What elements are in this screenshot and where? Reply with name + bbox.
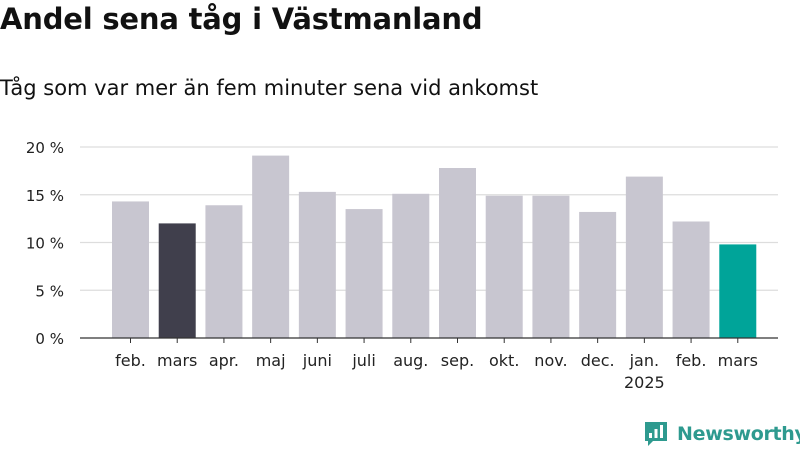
bars [112, 155, 757, 338]
x-tick-label: feb. [676, 351, 707, 370]
bar-9 [485, 195, 523, 338]
x-tick-label: maj [256, 351, 286, 370]
y-tick-label: 15 % [26, 187, 64, 205]
x-tick-label: mars [718, 351, 758, 370]
bar-11 [579, 211, 617, 338]
bar-5 [298, 191, 336, 338]
bar-10 [532, 195, 570, 338]
y-tick-label: 0 % [35, 330, 64, 348]
brand-name: Newsworthy [677, 423, 800, 445]
x-tick-label: feb. [115, 351, 146, 370]
x-tick-label: aug. [393, 351, 428, 370]
bar-3 [205, 205, 243, 338]
chart-title: Andel sena tåg i Västmanland [0, 2, 483, 36]
bar-8 [439, 168, 476, 338]
x-tick-label: jan. [629, 351, 659, 370]
x-tick-label: okt. [489, 351, 519, 370]
y-tick-label: 20 % [26, 139, 64, 157]
y-axis-ticks: 0 % 5 % 10 % 15 % 20 % [26, 139, 64, 348]
bar-7 [392, 193, 430, 338]
x-tick-label: mars [157, 351, 197, 370]
bar-2 [158, 223, 196, 338]
newsworthy-logo-icon [645, 422, 667, 446]
x-tick-label: dec. [581, 351, 615, 370]
x-axis-ticks: feb. mars apr. maj juni juli aug. sep. okt. nov. d… [115, 338, 758, 392]
bar-13 [672, 221, 710, 338]
x-year-label: 2025 [624, 373, 665, 392]
bar-12 [625, 176, 663, 338]
brand-logo: Newsworthy [644, 420, 800, 448]
bar-6 [345, 209, 383, 338]
x-tick-label: juli [351, 351, 375, 370]
x-tick-label: juni [302, 351, 332, 370]
bar-4 [252, 155, 290, 338]
x-tick-label: nov. [534, 351, 567, 370]
chart-subtitle: Tåg som var mer än fem minuter sena vid … [0, 76, 539, 100]
x-tick-label: sep. [441, 351, 474, 370]
bar-14 [719, 244, 757, 338]
y-tick-label: 5 % [35, 282, 64, 300]
y-tick-label: 10 % [26, 235, 64, 253]
x-tick-label: apr. [209, 351, 239, 370]
bar-1 [112, 201, 149, 338]
